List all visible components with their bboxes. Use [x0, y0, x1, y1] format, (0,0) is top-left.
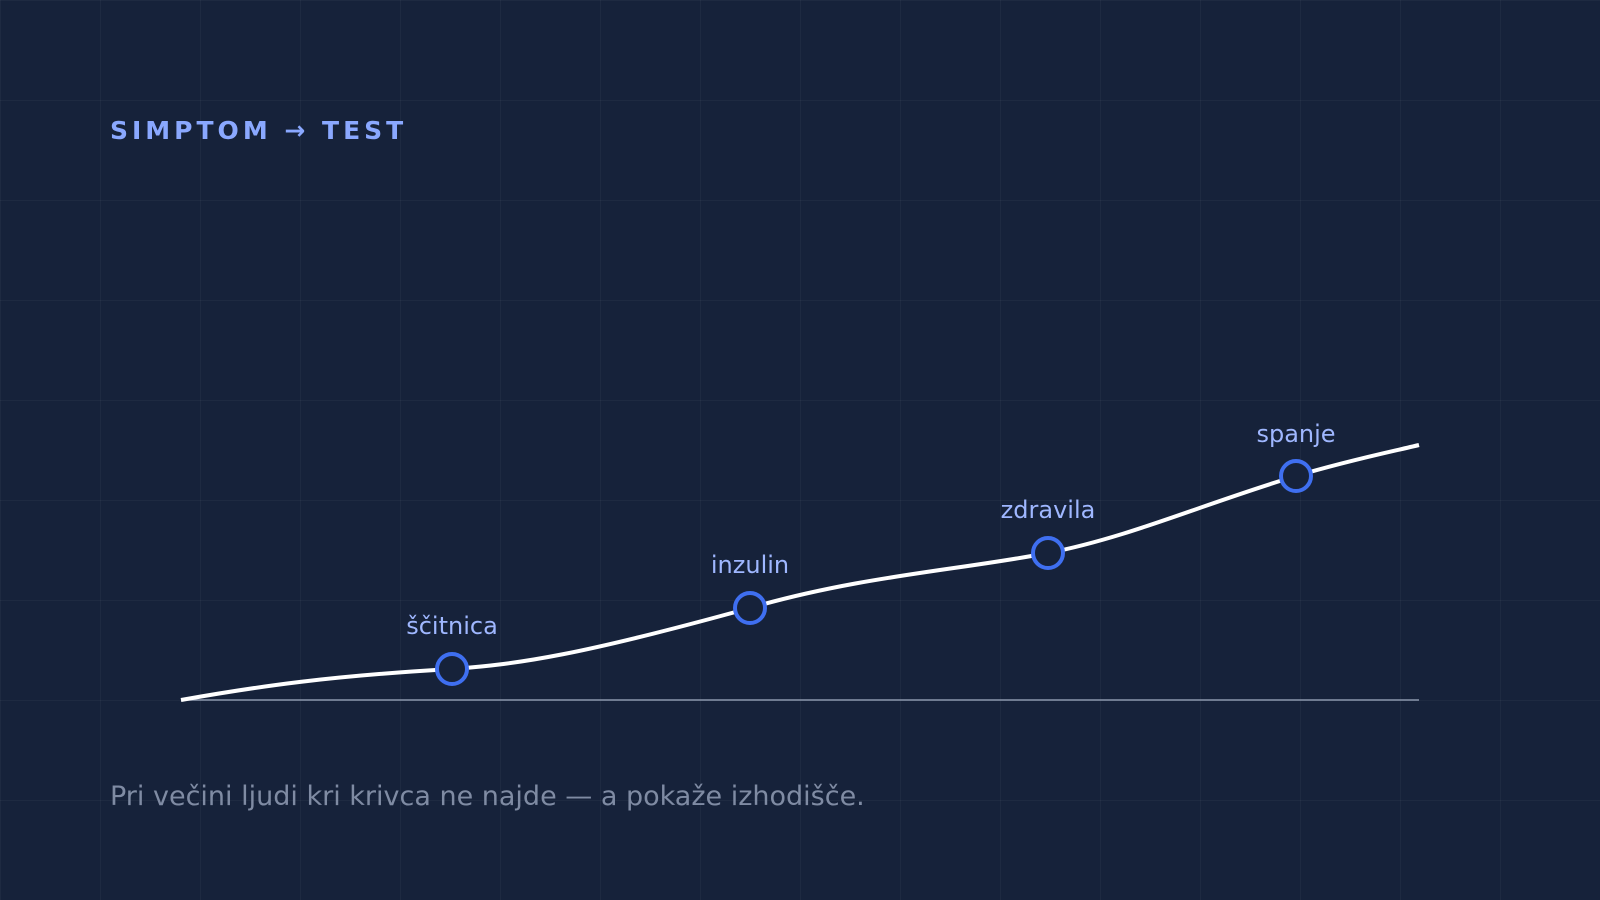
node-label: spanje	[1256, 420, 1335, 448]
curve	[180, 443, 1420, 702]
node-label: inzulin	[711, 551, 789, 579]
node-marker	[435, 652, 469, 686]
node-marker	[733, 591, 767, 625]
node-label: zdravila	[1001, 496, 1096, 524]
title: SIMPTOM → TEST	[110, 116, 408, 145]
caption: Pri večini ljudi kri krivca ne najde — a…	[110, 781, 865, 812]
node-label: ščitnica	[406, 612, 498, 640]
node-marker	[1279, 459, 1313, 493]
node-marker	[1031, 536, 1065, 570]
